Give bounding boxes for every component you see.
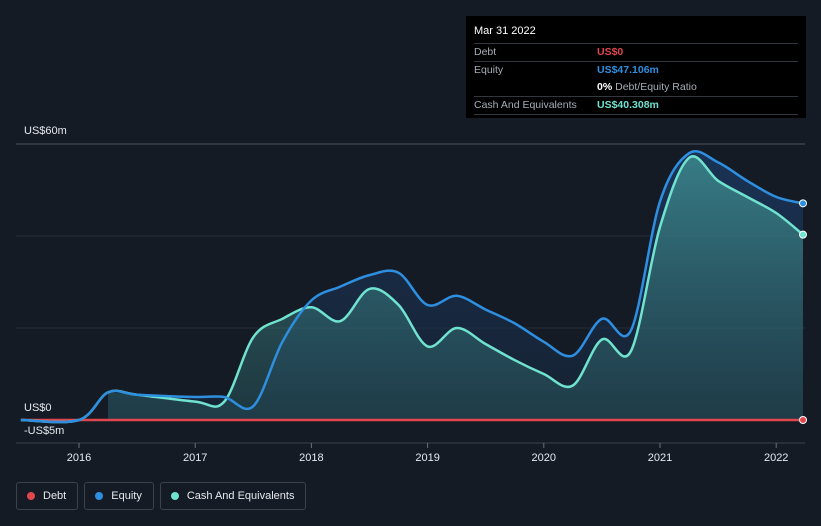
x-tick-label: 2018: [299, 452, 323, 464]
debt-end-marker: [799, 416, 807, 424]
x-tick-label: 2017: [183, 452, 207, 464]
y-axis-label-top: US$60m: [24, 125, 67, 137]
x-tick-label: 2021: [648, 452, 672, 464]
legend-item-cash[interactable]: Cash And Equivalents: [159, 482, 307, 510]
x-tick-label: 2016: [67, 452, 91, 464]
tooltip-cash-label: Cash And Equivalents: [474, 99, 577, 111]
tooltip-cash-row: Cash And Equivalents US$40.308m: [474, 97, 798, 115]
x-tick-label: 2020: [532, 452, 556, 464]
tooltip-debt-row: Debt US$0: [474, 44, 798, 62]
cash-end-marker: [799, 230, 807, 239]
legend-label-equity: Equity: [111, 490, 142, 502]
cash-dot-icon: [170, 492, 179, 500]
x-tick-label: 2022: [764, 452, 788, 464]
tooltip-debt-label: Debt: [474, 46, 497, 58]
chart-canvas: 2016 2017 2018 2019 2020 2021 2022: [16, 143, 807, 464]
equity-dot-icon: [95, 492, 104, 500]
end-markers: [799, 199, 807, 424]
tooltip-ratio-label: Debt/Equity Ratio: [615, 81, 697, 93]
x-tick-label: 2019: [415, 452, 439, 464]
cash-line: [20, 155, 804, 424]
tooltip-ratio-value: 0%: [597, 81, 613, 93]
equity-line: [20, 150, 804, 424]
tooltip-date: Mar 31 2022: [474, 24, 798, 44]
cash-area: [108, 156, 803, 421]
tooltip-cash-value: US$40.308m: [597, 99, 659, 111]
y-axis-label-bottom: -US$5m: [24, 425, 65, 437]
tooltip-equity-label: Equity: [474, 64, 504, 76]
data-tooltip: Mar 31 2022 Debt US$0 Equity US$47.106m …: [466, 16, 806, 118]
tooltip-debt-value: US$0: [597, 46, 624, 58]
x-axis-ticks: 2016 2017 2018 2019 2020 2021 2022: [67, 443, 788, 464]
debt-dot-icon: [27, 492, 35, 500]
series-lines: [20, 150, 804, 424]
tooltip-equity-row: Equity US$47.106m: [474, 62, 798, 79]
tooltip-ratio-row: 0% Debt/Equity Ratio: [474, 79, 798, 97]
area-fills: [108, 151, 803, 421]
legend-label-debt: Debt: [43, 490, 67, 502]
legend-item-debt[interactable]: Debt: [16, 482, 79, 510]
chart-legend: Debt Equity Cash And Equivalents: [16, 482, 307, 510]
tooltip-equity-value: US$47.106m: [597, 64, 659, 76]
equity-end-marker: [799, 199, 807, 208]
legend-item-equity[interactable]: Equity: [84, 482, 154, 510]
legend-label-cash: Cash And Equivalents: [186, 490, 295, 502]
y-axis-label-zero: US$0: [24, 402, 52, 414]
